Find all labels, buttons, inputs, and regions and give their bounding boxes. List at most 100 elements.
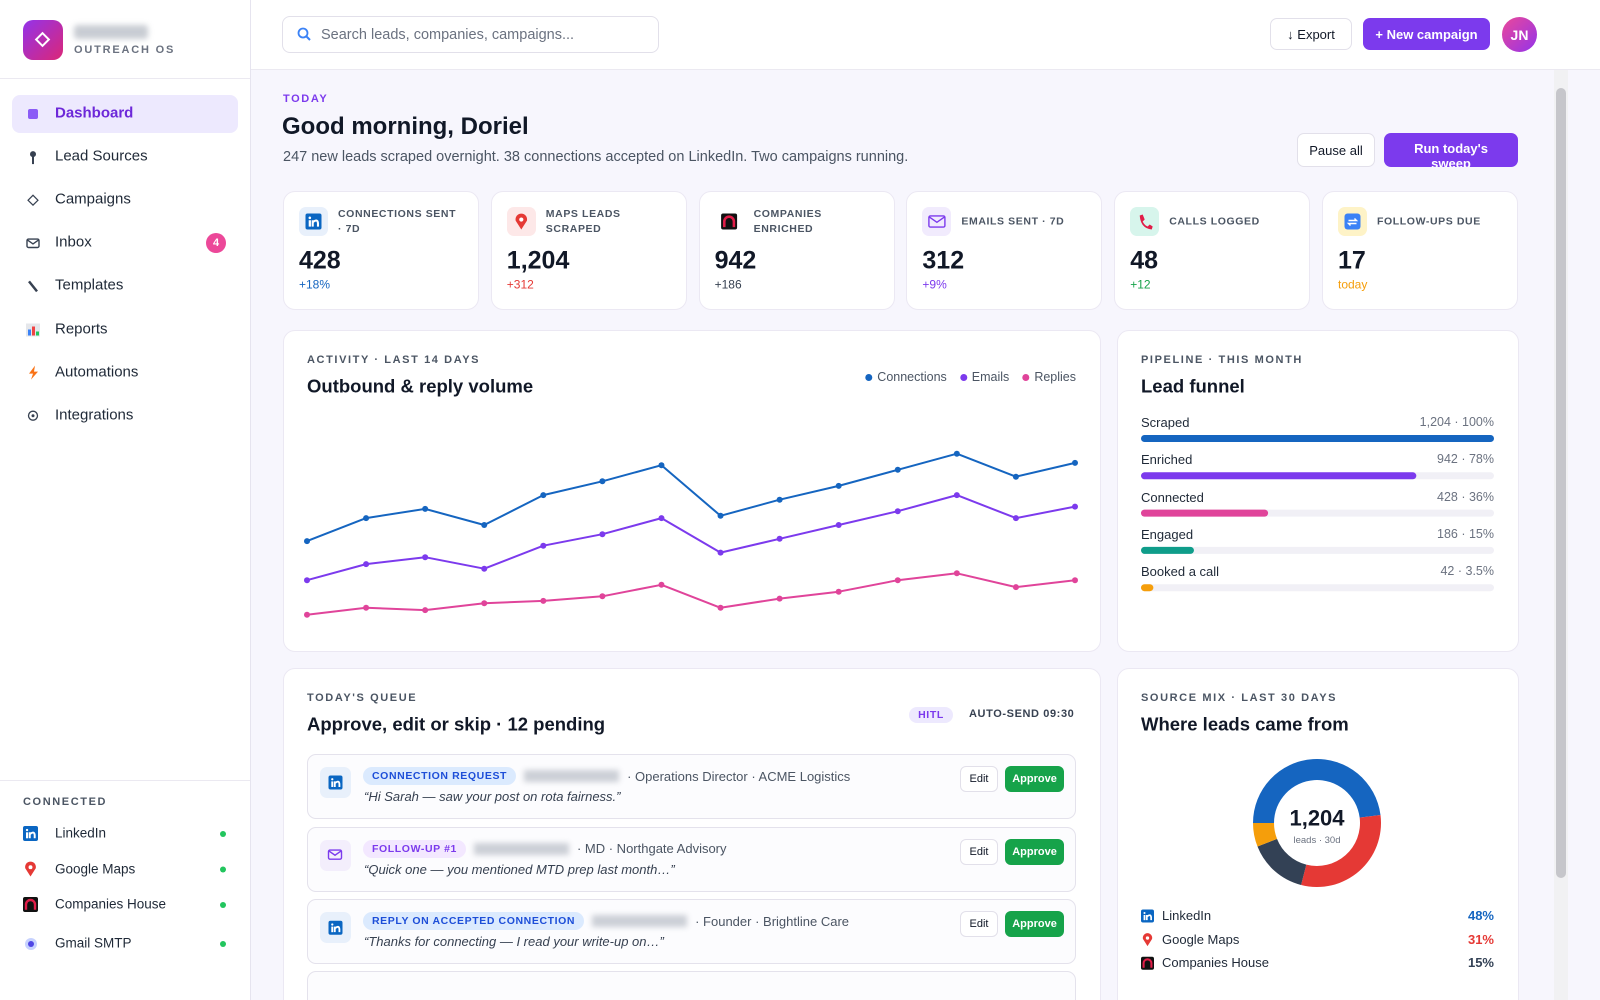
funnel-value: 186 · 15% [1437, 527, 1494, 542]
chart-kicker: SOURCE MIX · LAST 30 DAYS [1141, 692, 1338, 705]
sidebar [0, 0, 251, 1000]
export-button[interactable]: ↓ Export [1270, 18, 1352, 50]
connected-item: Google Maps [55, 861, 136, 877]
kpi-value: 1,204 [506, 246, 570, 275]
queue-meta-row: REPLY ON ACCEPTED CONNECTION · Founder · … [363, 912, 850, 931]
funnel-card [1117, 330, 1519, 652]
legend-label: Emails [971, 370, 1010, 384]
queue-message: “Hi Sarah — saw your post on rota fairne… [364, 788, 621, 804]
kpi-label: FOLLOW-UPS DUE [1377, 215, 1481, 228]
legend-value: 15% [1467, 955, 1494, 971]
legend-label: Replies [1034, 370, 1076, 384]
queue-message: “Thanks for connecting — I read your wri… [364, 934, 664, 950]
donut-center-label: leads · 30d [1293, 835, 1341, 847]
funnel-label: Booked a call [1141, 564, 1220, 580]
run-button[interactable]: Run today's sweep [1384, 133, 1518, 167]
kpi-icon-box [299, 207, 328, 236]
page-title: Good morning, Doriel [282, 113, 529, 140]
nav-item: Automations [55, 363, 139, 381]
scroll-thumb [1556, 88, 1566, 878]
edit-button[interactable]: Edit [960, 911, 998, 938]
queue-meta: · MD · Northgate Advisory [576, 841, 727, 857]
queue-item [307, 754, 1076, 819]
funnel-value: 1,204 · 100% [1419, 415, 1494, 430]
queue-meta-row: FOLLOW-UP #1 · MD · Northgate Advisory [363, 839, 727, 858]
funnel-label: Enriched [1141, 452, 1193, 468]
pause-button[interactable]: Pause all [1297, 133, 1375, 167]
kpi-icon-box [922, 207, 952, 236]
kpi-delta: +18% [299, 277, 331, 292]
legend-value: 31% [1467, 931, 1494, 947]
nav-item: Dashboard [55, 104, 134, 122]
funnel-value: 42 · 3.5% [1440, 564, 1494, 579]
new-campaign-button[interactable]: + New campaign [1363, 18, 1490, 50]
nav-item: Inbox [55, 233, 92, 251]
kpi-icon-box [714, 207, 744, 236]
legend-swatch [959, 373, 967, 381]
edit-button[interactable]: Edit [960, 766, 998, 792]
kpi-value: 48 [1130, 246, 1158, 275]
nav-item: Reports [55, 320, 108, 338]
donut-center-value: 1,204 [1289, 805, 1345, 831]
nav-item: Templates [55, 277, 124, 295]
kpi-delta: today [1338, 277, 1368, 292]
chart-kicker: ACTIVITY · LAST 14 DAYS [307, 354, 481, 367]
name-redacted [592, 915, 688, 928]
funnel-value: 428 · 36% [1437, 489, 1494, 504]
legend-label: Connections [877, 370, 947, 384]
kpi-value: 428 [299, 246, 341, 275]
legend: Connections Emails Replies [865, 370, 1076, 384]
page-subtitle: 247 new leads scraped overnight. 38 conn… [283, 148, 909, 165]
queue-item [307, 826, 1076, 892]
kpi-delta: +186 [714, 277, 742, 292]
connected-item: Companies House [55, 896, 167, 912]
funnel-label: Engaged [1141, 526, 1194, 542]
connected-item: LinkedIn [55, 825, 107, 841]
chart-kicker: PIPELINE · THIS MONTH [1141, 354, 1303, 367]
kpi-icon-box [506, 207, 536, 236]
approve-button[interactable]: Approve [1005, 766, 1064, 792]
queue-tag: CONNECTION REQUEST [363, 767, 517, 785]
kpi-value: 312 [922, 246, 965, 275]
queue-icon-box [320, 839, 351, 871]
kpi-value: 942 [714, 246, 757, 275]
funnel-label: Connected [1141, 489, 1204, 505]
legend-swatch [865, 373, 873, 381]
kpi-label: EMAILS SENT · 7D [961, 215, 1065, 228]
queue-item [307, 971, 1076, 1000]
queue-kicker: TODAY'S QUEUE [307, 692, 418, 705]
funnel-label: Scraped [1141, 414, 1190, 430]
brand-tagline: OUTREACH OS [74, 44, 176, 57]
search-placeholder: Search leads, companies, campaigns... [321, 26, 575, 43]
nav-item: Lead Sources [55, 147, 148, 165]
edit-button[interactable]: Edit [960, 838, 998, 865]
name-redacted [473, 842, 569, 855]
kpi-card [283, 191, 479, 310]
funnel-value: 942 · 78% [1437, 452, 1494, 467]
queue-meta: · Founder · Brightline Care [695, 913, 850, 929]
legend-value: 48% [1467, 907, 1494, 923]
logo [23, 20, 63, 60]
queue-meta: · Operations Director · ACME Logistics [627, 768, 851, 784]
search-box[interactable] [282, 16, 659, 53]
legend-label: Companies House [1162, 955, 1269, 971]
queue-icon-box [320, 767, 351, 798]
kpi-icon-box [1338, 207, 1367, 236]
avatar[interactable]: JN [1502, 17, 1537, 52]
nav-active [12, 95, 238, 133]
kpi-label: COMPANIES ENRICHED [753, 208, 822, 235]
queue-tag: FOLLOW-UP #1 [363, 839, 466, 858]
nav-item: Campaigns [55, 190, 131, 208]
queue-message: “Quick one — you mentioned MTD prep last… [364, 861, 675, 877]
nav-badge: 4 [206, 233, 226, 254]
kpi-delta: +9% [922, 277, 947, 292]
approve-button[interactable]: Approve [1005, 838, 1064, 865]
legend-item: Emails [959, 370, 1010, 384]
legend-label: Google Maps [1162, 931, 1240, 947]
kpi-label: MAPS LEADS SCRAPED [545, 208, 621, 235]
approve-button[interactable]: Approve [1005, 911, 1064, 938]
legend-label: LinkedIn [1162, 907, 1212, 923]
kpi-delta: +12 [1130, 277, 1151, 292]
kpi-label: CONNECTIONS SENT · 7D [338, 208, 457, 235]
